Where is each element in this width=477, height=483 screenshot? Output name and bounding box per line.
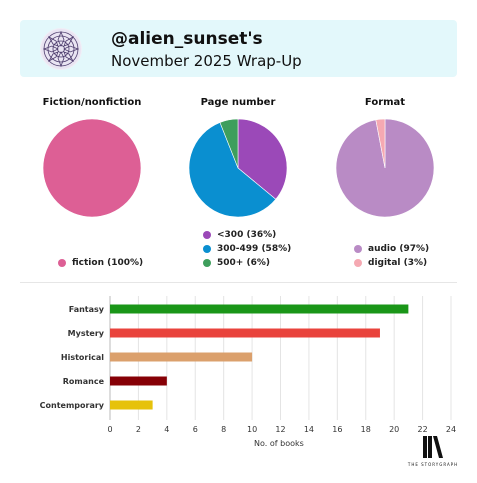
category-label: Romance bbox=[63, 377, 105, 386]
legend-label: <300 (36%) bbox=[217, 230, 277, 240]
x-tick-label: 24 bbox=[446, 425, 456, 434]
wrapup-subtitle: November 2025 Wrap-Up bbox=[111, 52, 302, 70]
bar-contemporary bbox=[110, 400, 153, 410]
legend-label: 300-499 (58%) bbox=[217, 244, 292, 254]
x-axis-title: No. of books bbox=[254, 439, 304, 448]
user-handle: @alien_sunset's bbox=[111, 29, 263, 49]
category-label: Mystery bbox=[68, 329, 105, 338]
legend-fiction: fiction (100%) bbox=[58, 256, 143, 270]
category-label: Contemporary bbox=[40, 401, 105, 410]
x-tick-label: 4 bbox=[164, 425, 169, 434]
genre-bar-chart: 0 2 4 6 8 10 12 14 16 18 20 22 24FantasyMysteryHisto… bbox=[40, 296, 456, 448]
legend-item: <300 (36%) bbox=[203, 228, 291, 242]
legend-page-number: <300 (36%) 300-499 (58%) 500+ (6%) bbox=[203, 228, 291, 270]
legend-swatch bbox=[354, 259, 362, 267]
wrapup-header: @alien_sunset's November 2025 Wrap-Up bbox=[20, 20, 457, 77]
pie-slice bbox=[237, 118, 288, 200]
x-tick-label: 16 bbox=[332, 425, 342, 434]
pie-chart-page-number bbox=[188, 118, 288, 218]
legend-item: fiction (100%) bbox=[58, 256, 143, 270]
legend-item: 500+ (6%) bbox=[203, 256, 291, 270]
mandala-avatar-icon bbox=[41, 29, 81, 69]
category-label: Historical bbox=[61, 353, 104, 362]
bar-mystery bbox=[110, 328, 380, 338]
storygraph-wordmark: THE STORYGRAPH bbox=[407, 462, 459, 467]
category-label: Fantasy bbox=[69, 305, 105, 314]
legend-label: fiction (100%) bbox=[72, 258, 144, 268]
pie-chart-fiction bbox=[42, 118, 142, 218]
legend-label: 500+ (6%) bbox=[217, 258, 270, 268]
legend-item: 300-499 (58%) bbox=[203, 242, 291, 256]
pie-title-format: Format bbox=[364, 97, 406, 108]
section-divider bbox=[20, 282, 457, 283]
legend-swatch bbox=[203, 231, 211, 239]
legend-label: digital (3%) bbox=[368, 258, 428, 268]
x-tick-label: 22 bbox=[417, 425, 427, 434]
x-tick-label: 8 bbox=[221, 425, 226, 434]
legend-swatch bbox=[203, 245, 211, 253]
legend-swatch bbox=[58, 259, 66, 267]
storygraph-logo-icon bbox=[423, 436, 443, 458]
x-tick-label: 18 bbox=[361, 425, 371, 434]
pie-slice bbox=[188, 122, 277, 218]
legend-item: audio (97%) bbox=[354, 242, 429, 256]
pie-slice bbox=[375, 118, 386, 169]
bar-romance bbox=[110, 376, 167, 386]
legend-format: audio (97%) digital (3%) bbox=[354, 242, 429, 270]
storygraph-brand: THE STORYGRAPH bbox=[405, 432, 461, 472]
bar-fantasy bbox=[110, 304, 409, 314]
legend-swatch bbox=[354, 245, 362, 253]
x-tick-label: 10 bbox=[247, 425, 257, 434]
bar-historical bbox=[110, 352, 253, 362]
pie-title-fiction: Fiction/nonfiction bbox=[42, 97, 142, 108]
pie-title-page-number: Page number bbox=[200, 97, 276, 108]
x-tick-label: 20 bbox=[389, 425, 399, 434]
pie-slice bbox=[42, 118, 142, 218]
legend-item: digital (3%) bbox=[354, 256, 429, 270]
pie-slice bbox=[219, 118, 239, 169]
avatar bbox=[40, 28, 82, 70]
x-tick-label: 14 bbox=[304, 425, 314, 434]
x-tick-label: 0 bbox=[107, 425, 112, 434]
legend-label: audio (97%) bbox=[368, 244, 430, 254]
x-tick-label: 6 bbox=[193, 425, 198, 434]
legend-swatch bbox=[203, 259, 211, 267]
x-tick-label: 12 bbox=[275, 425, 285, 434]
pie-chart-format bbox=[335, 118, 435, 218]
x-tick-label: 2 bbox=[136, 425, 141, 434]
